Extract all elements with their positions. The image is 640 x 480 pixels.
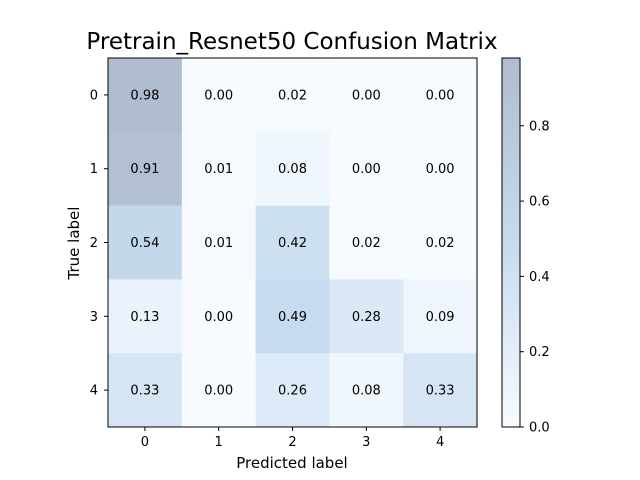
x-axis-ticks: 0 1 2 3 4 <box>141 427 444 450</box>
heatmap-cell-2-3 <box>329 205 404 280</box>
x-tick-label-1: 1 <box>215 435 223 450</box>
y-tick-label-4: 4 <box>90 384 98 399</box>
colorbar-ticks: 0.0 0.2 0.4 0.6 0.8 <box>520 119 550 436</box>
heatmap-cell-0-3 <box>329 58 404 133</box>
heatmap-cell-3-4 <box>403 279 478 354</box>
heatmap-cell-3-2 <box>255 279 330 354</box>
cell-value-label-2-1: 0.01 <box>204 236 233 251</box>
x-axis-label: Predicted label <box>236 454 347 472</box>
heatmap-cell-1-2 <box>255 131 330 207</box>
heatmap-cell-1-4 <box>403 131 478 207</box>
cell-value-label-3-0: 0.13 <box>130 310 159 325</box>
heatmap-cell-1-0 <box>108 131 183 207</box>
chart-title: Pretrain_Resnet50 Confusion Matrix <box>86 29 497 55</box>
x-tick-label-0: 0 <box>141 435 149 450</box>
cell-value-label-1-1: 0.01 <box>204 162 233 177</box>
heatmap-cell-2-2 <box>255 205 330 280</box>
x-tick-label-2: 2 <box>288 435 296 450</box>
cell-value-label-1-3: 0.00 <box>352 162 381 177</box>
cell-value-label-2-2: 0.42 <box>278 236 307 251</box>
heatmap-cell-3-3 <box>329 279 404 354</box>
heatmap-cell-labels: 0.98 0.00 0.02 0.00 0.00 0.91 0.01 0.08 0.00 0.00… <box>130 88 454 398</box>
cell-value-label-4-3: 0.08 <box>352 384 381 399</box>
cell-value-label-0-3: 0.00 <box>352 88 381 103</box>
heatmap-cell-0-2 <box>255 58 330 133</box>
cell-value-label-3-1: 0.00 <box>204 310 233 325</box>
heatmap-cells <box>108 58 478 428</box>
heatmap-cell-4-3 <box>329 353 404 428</box>
cell-value-label-4-1: 0.00 <box>204 384 233 399</box>
heatmap-cell-4-4 <box>403 353 478 428</box>
cell-value-label-4-0: 0.33 <box>130 384 159 399</box>
colorbar-tick-label-3: 0.6 <box>529 195 550 210</box>
heatmap-cell-1-1 <box>181 131 257 207</box>
colorbar-tick-label-0: 0.0 <box>529 421 550 436</box>
heatmap-cell-4-0 <box>108 353 183 428</box>
y-tick-label-1: 1 <box>90 162 98 177</box>
cell-value-label-0-0: 0.98 <box>130 88 159 103</box>
heatmap-cell-4-2 <box>255 353 330 428</box>
cell-value-label-1-0: 0.91 <box>130 162 159 177</box>
cell-value-label-2-4: 0.02 <box>426 236 455 251</box>
heatmap-cell-2-0 <box>108 205 183 280</box>
cell-value-label-3-4: 0.09 <box>426 310 455 325</box>
colorbar-tick-label-1: 0.2 <box>529 345 550 360</box>
heatmap-cell-0-4 <box>403 58 478 133</box>
heatmap-cell-1-3 <box>329 131 404 207</box>
y-tick-label-2: 2 <box>90 236 98 251</box>
cell-value-label-0-1: 0.00 <box>204 88 233 103</box>
cell-value-label-3-2: 0.49 <box>278 310 307 325</box>
cell-value-label-0-2: 0.02 <box>278 88 307 103</box>
heatmap-cell-2-1 <box>181 205 257 280</box>
heatmap-cell-3-1 <box>181 279 257 354</box>
y-axis-label: True label <box>65 207 83 281</box>
cell-value-label-1-4: 0.00 <box>426 162 455 177</box>
cell-value-label-4-4: 0.33 <box>426 384 455 399</box>
x-tick-label-3: 3 <box>362 435 370 450</box>
y-tick-label-3: 3 <box>90 310 98 325</box>
colorbar <box>501 57 521 428</box>
heatmap-cell-4-1 <box>181 353 257 428</box>
heatmap-cell-0-0 <box>108 58 183 133</box>
cell-value-label-2-0: 0.54 <box>130 236 159 251</box>
cell-value-label-3-3: 0.28 <box>352 310 381 325</box>
cell-value-label-2-3: 0.02 <box>352 236 381 251</box>
x-tick-label-4: 4 <box>436 435 444 450</box>
y-tick-label-0: 0 <box>90 88 98 103</box>
cell-value-label-1-2: 0.08 <box>278 162 307 177</box>
y-axis-ticks: 0 1 2 3 4 <box>90 88 108 399</box>
cell-value-label-0-4: 0.00 <box>426 88 455 103</box>
colorbar-tick-label-4: 0.8 <box>529 119 550 134</box>
heatmap-cell-2-4 <box>403 205 478 280</box>
cell-value-label-4-2: 0.26 <box>278 384 307 399</box>
heatmap-cell-0-1 <box>181 58 257 133</box>
colorbar-tick-label-2: 0.4 <box>529 270 550 285</box>
heatmap-cell-3-0 <box>108 279 183 354</box>
